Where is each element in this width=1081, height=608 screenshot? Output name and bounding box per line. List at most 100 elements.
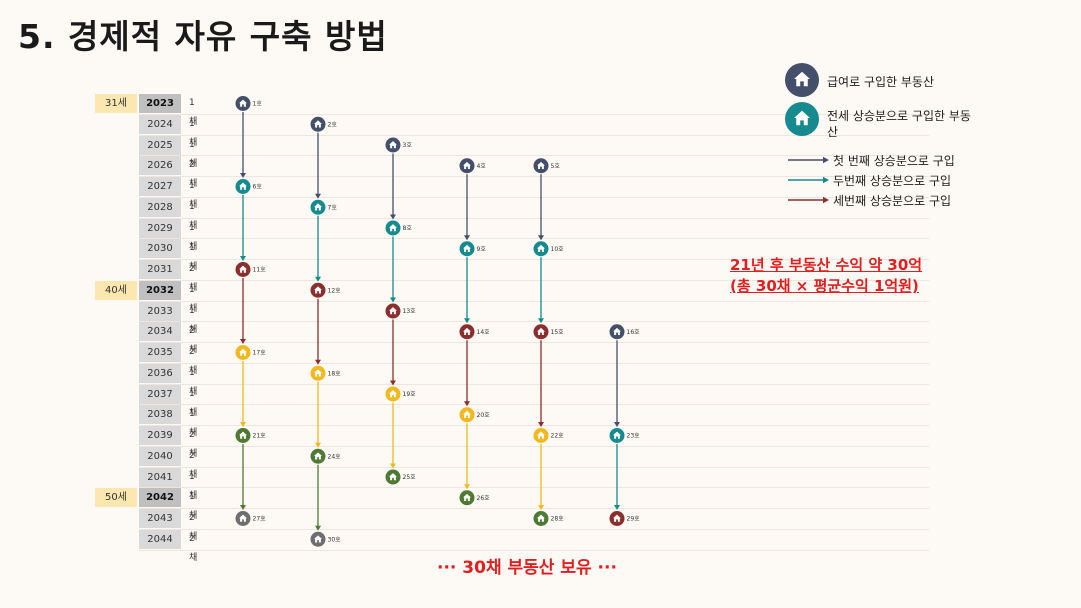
house-label: 1호 [253,101,263,108]
house-count: 1채 [189,222,198,252]
house-icon [533,428,549,443]
profit-annotation: 21년 후 부동산 수익 약 30억 (총 30채 × 평균수익 1억원) [730,255,922,297]
year-cell: 2029 [139,218,181,238]
house-label: 13호 [403,308,417,315]
house-count: 2채 [189,430,198,459]
house-count: 2채 [189,160,198,190]
row-divider [139,279,929,281]
row-divider [139,425,929,426]
year-cell: 2044 [139,529,181,549]
purchase-arrow [315,381,321,448]
house-label: 11호 [253,267,267,274]
purchase-arrow [315,132,321,199]
row-divider [139,404,929,406]
purchase-arrow [538,444,544,510]
house-icon [235,262,251,277]
year-cell: 2038 [139,405,181,425]
house-icon [385,386,401,402]
legend-arrow1-label: 첫 번째 상승분으로 구입 [833,154,955,168]
house-count: 1채 [189,98,198,127]
house-icon [609,428,625,443]
legend-jeonse-house-label: 전세 상승분으로 구입한 부동산 [827,109,971,139]
year-cell: 2032 [139,280,181,300]
year-cell: 2037 [139,384,181,404]
row-divider [139,238,929,240]
row-divider [139,528,929,530]
row-divider [139,362,929,364]
house-icon [533,324,549,340]
house-icon [459,158,475,174]
house-icon [609,511,625,526]
house-icon [385,137,401,153]
house-icon [609,324,625,340]
year-cell: 2023 [139,94,181,113]
house-label: 6호 [253,184,263,191]
row-divider [139,445,929,447]
house-icon [310,448,326,464]
purchase-arrow [538,257,544,324]
profit-annotation-line1: 21년 후 부동산 수익 약 30억 [730,256,923,274]
house-label: 16호 [627,329,641,336]
purchase-arrow [538,174,544,241]
row-divider [139,217,929,219]
row-divider [139,259,929,260]
house-label: 23호 [627,433,641,440]
year-cell: 2024 [139,114,181,134]
house-icon [235,428,251,443]
house-icon [385,303,401,319]
house-count: 1채 [189,201,198,231]
house-icon [459,241,475,257]
footer-summary: ··· 30채 부동산 보유 ··· [437,558,617,578]
house-label: 3호 [403,142,413,149]
house-count: 1채 [189,139,198,169]
year-cell: 2031 [139,260,181,279]
house-count: 1채 [189,118,198,148]
house-count: 1채 [189,388,198,418]
legend-arrow3-icon [788,196,829,204]
house-icon [310,116,326,132]
house-label: 7호 [328,204,338,211]
row-divider [139,342,929,343]
purchase-arrow [390,402,396,469]
house-label: 10호 [551,246,565,253]
house-icon [459,324,475,340]
row-divider [139,383,929,385]
purchase-arrow [240,278,246,344]
age-label: 31세 [95,94,137,113]
house-label: 20호 [477,412,491,419]
house-label: 21호 [253,433,267,440]
house-count: 2채 [189,347,198,376]
house-icon [235,96,251,111]
house-label: 4호 [477,163,487,170]
house-label: 14호 [477,329,491,336]
house-label: 22호 [551,433,565,440]
house-icon [459,407,475,423]
house-label: 15호 [551,329,565,336]
legend-arrow3-label: 세번째 상승분으로 구입 [833,194,952,208]
house-count: 1채 [189,284,198,314]
year-cell: 2030 [139,239,181,259]
row-divider [139,134,929,136]
house-icon [310,365,326,381]
legend-arrow2-icon [788,176,829,184]
row-divider [139,549,929,551]
row-divider [139,113,929,115]
house-label: 9호 [477,246,487,253]
house-count: 1채 [189,471,198,501]
house-icon [310,531,326,547]
purchase-arrow [240,195,246,261]
house-icon [385,469,401,485]
profit-annotation-line2: (총 30채 × 평균수익 1억원) [730,277,919,295]
row-divider [139,196,929,198]
purchase-arrow [464,423,470,490]
legend-jeonse-house-icon [785,102,819,136]
purchase-arrow [240,112,246,178]
house-label: 2호 [328,121,338,128]
purchase-arrow [240,444,246,510]
purchase-arrow [464,257,470,324]
year-cell: 2040 [139,446,181,466]
house-count: 1채 [189,243,198,273]
legend-arrow2-label: 두번째 상승분으로 구입 [833,174,952,188]
house-label: 27호 [253,516,267,523]
year-cell: 2042 [139,488,181,508]
